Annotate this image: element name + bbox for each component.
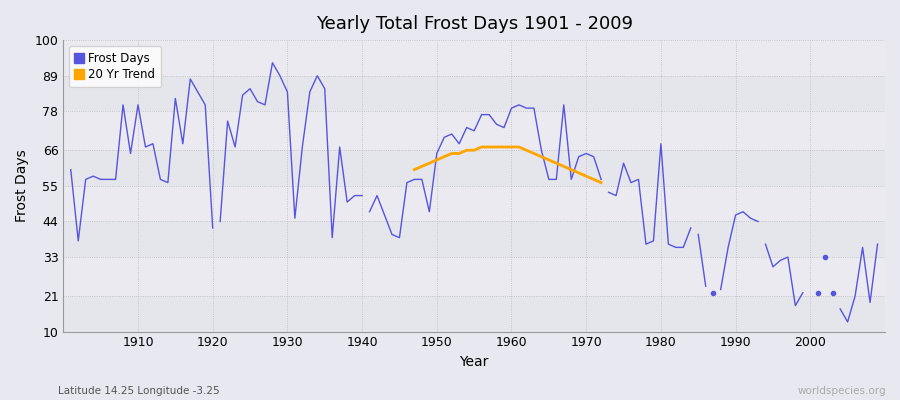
Title: Yearly Total Frost Days 1901 - 2009: Yearly Total Frost Days 1901 - 2009 [316,15,633,33]
Bar [63,40,885,76]
Text: worldspecies.org: worldspecies.org [798,386,886,396]
Bar [63,186,885,222]
Text: Latitude 14.25 Longitude -3.25: Latitude 14.25 Longitude -3.25 [58,386,220,396]
Bar [63,76,885,111]
Bar [63,150,885,186]
Legend: Frost Days, 20 Yr Trend: Frost Days, 20 Yr Trend [69,46,161,87]
Bar [63,296,885,332]
Bar [63,111,885,150]
Y-axis label: Frost Days: Frost Days [15,150,29,222]
Bar [63,222,885,257]
X-axis label: Year: Year [460,355,489,369]
Bar [63,257,885,296]
